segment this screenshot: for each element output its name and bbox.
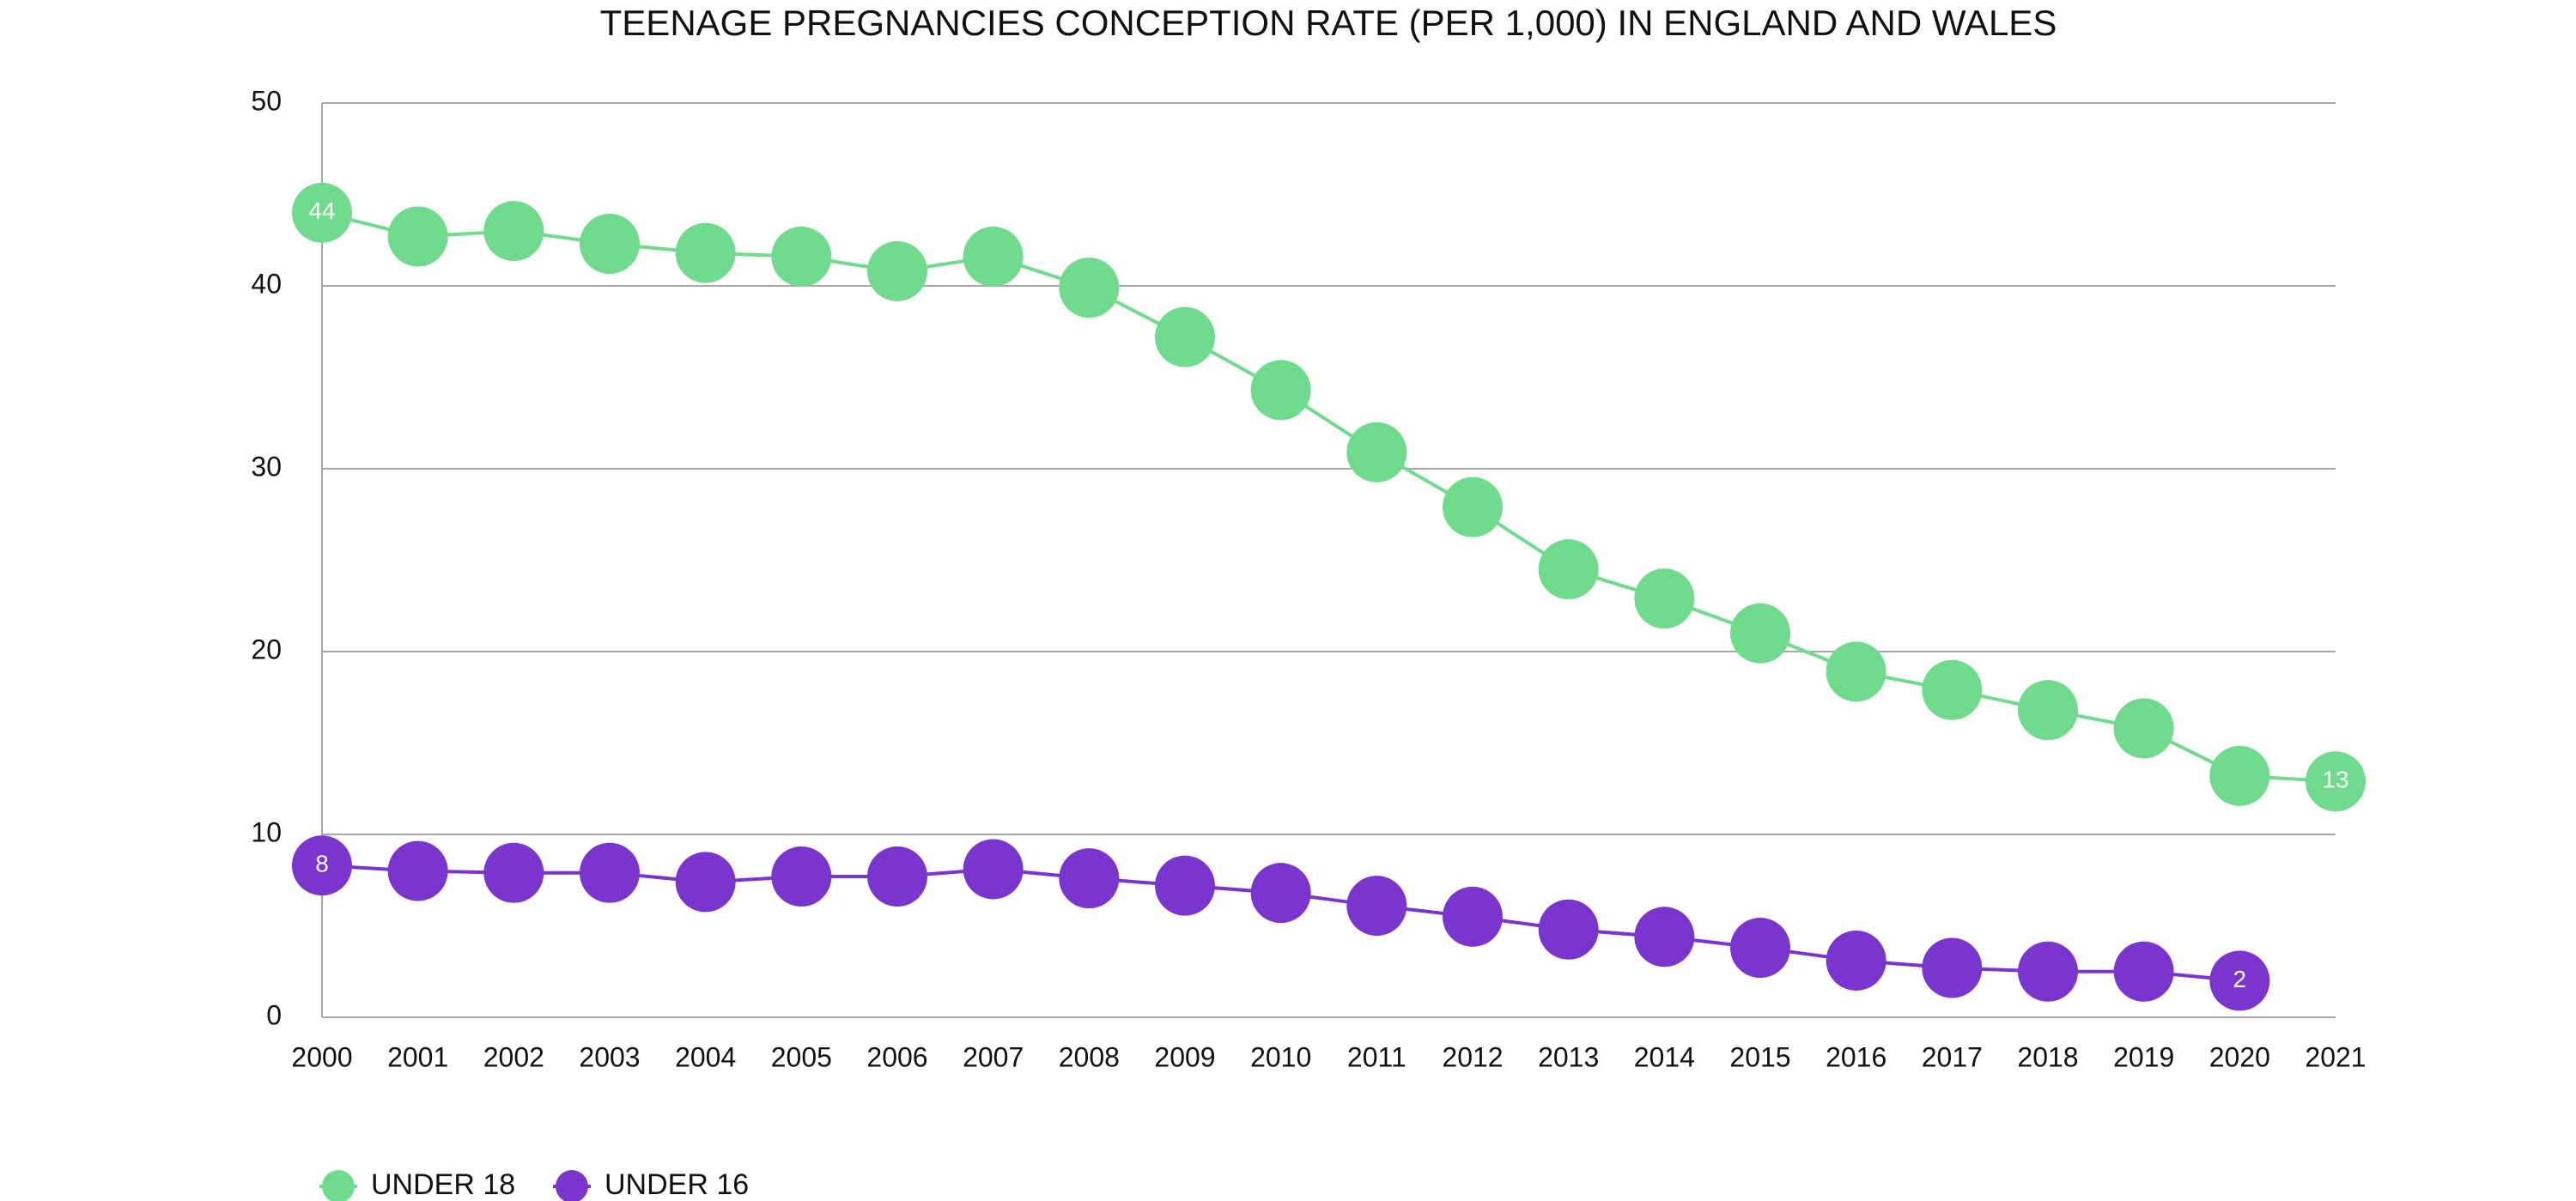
x-tick-label: 2014 [1634,1041,1695,1072]
data-point [1826,930,1886,991]
data-point [1059,848,1120,909]
series-line [321,210,2336,784]
data-point [1730,603,1790,664]
x-tick-label: 2011 [1347,1041,1406,1072]
x-tick-label: 2017 [1922,1041,1983,1072]
data-point [1059,258,1120,318]
x-tick-label: 2013 [1538,1041,1599,1072]
data-label: 8 [315,851,329,877]
data-point [483,842,544,903]
data-point [292,182,352,243]
data-point [1155,855,1215,916]
y-tick-label: 40 [251,268,282,299]
data-point [1730,918,1790,979]
x-tick-label: 2007 [963,1041,1024,1072]
data-point [1538,539,1599,600]
legend-marker [322,1170,355,1201]
data-point [2018,941,2078,1002]
x-tick-label: 2012 [1442,1041,1503,1072]
legend-label: UNDER 16 [605,1168,749,1201]
x-tick-label: 2021 [2305,1041,2366,1072]
data-point [2306,751,2366,812]
data-point [1346,422,1407,482]
data-point [2209,745,2270,806]
x-tick-label: 2001 [387,1041,448,1072]
data-point [1634,907,1695,967]
y-tick-label: 30 [251,451,282,482]
x-tick-label: 2009 [1154,1041,1215,1072]
data-point [1634,568,1695,629]
y-tick-label: 10 [251,816,282,847]
x-tick-label: 2018 [2017,1041,2078,1072]
data-point [292,835,352,896]
data-point [963,226,1024,287]
data-point [387,206,448,267]
data-point [1922,659,1983,720]
data-point [1250,360,1311,421]
y-tick-label: 50 [251,85,282,116]
data-point [675,852,736,913]
x-tick-label: 2010 [1250,1041,1311,1072]
data-label: 2 [2233,966,2247,992]
data-point [1155,306,1215,367]
legend-label: UNDER 18 [371,1168,515,1201]
x-tick-label: 2008 [1059,1041,1120,1072]
data-label: 44 [308,197,335,224]
x-tick-label: 2006 [866,1041,927,1072]
data-point [771,226,832,287]
x-tick-label: 2020 [2209,1041,2270,1072]
data-label: 13 [2322,767,2348,793]
legend-marker [556,1170,588,1201]
x-tick-label: 2003 [579,1041,640,1072]
x-tick-label: 2005 [771,1041,832,1072]
data-point [2209,950,2270,1011]
y-tick-label: 20 [251,634,282,664]
data-point [1346,876,1407,937]
data-point [1922,937,1983,998]
data-point [1826,641,1886,702]
data-point [1443,886,1503,947]
data-point [387,840,448,901]
chart-title: TEENAGE PREGNANCIES CONCEPTION RATE (PER… [600,3,2057,43]
x-tick-label: 2000 [291,1041,352,1072]
data-point [1443,476,1503,537]
x-tick-label: 2004 [675,1041,736,1072]
data-point [675,222,736,283]
y-tick-label: 0 [266,999,282,1030]
data-point [2113,941,2174,1002]
data-point [1538,899,1599,960]
data-point [2113,698,2174,759]
data-point [867,240,927,301]
data-point [580,214,640,275]
x-tick-label: 2002 [483,1041,544,1072]
data-point [867,846,927,907]
data-point [483,201,544,262]
x-tick-label: 2016 [1826,1041,1886,1072]
data-point [1250,863,1311,924]
data-point [771,846,832,907]
data-point [2018,680,2078,741]
data-point [963,839,1024,900]
x-tick-label: 2015 [1729,1041,1790,1072]
data-point [580,842,640,903]
x-tick-label: 2019 [2113,1041,2174,1072]
